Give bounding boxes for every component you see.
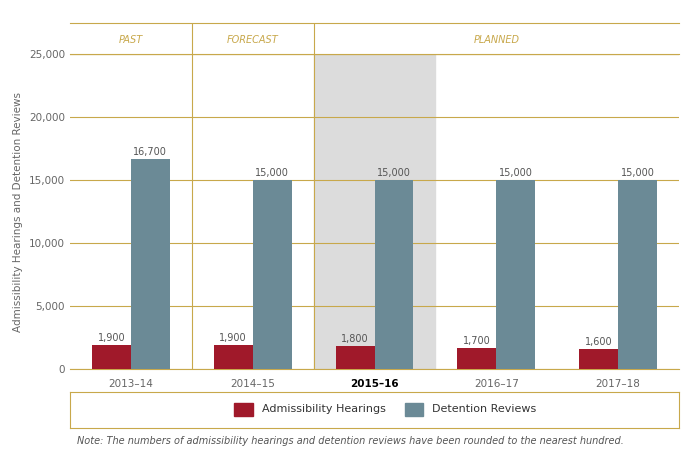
Bar — [335, 346, 375, 369]
Text: 1,800: 1,800 — [341, 334, 369, 344]
Text: Detention Reviews: Detention Reviews — [433, 405, 537, 414]
Text: FORECAST: FORECAST — [227, 35, 279, 45]
Text: 15,000: 15,000 — [377, 168, 411, 178]
Bar — [131, 158, 170, 369]
Bar — [314, 54, 435, 369]
Text: 15,000: 15,000 — [621, 168, 654, 178]
Text: 1,600: 1,600 — [584, 337, 612, 347]
Bar — [496, 180, 536, 369]
Text: 15,000: 15,000 — [499, 168, 533, 178]
Text: 16,700: 16,700 — [134, 147, 167, 157]
Bar — [618, 180, 657, 369]
Text: Note: The numbers of admissibility hearings and detention reviews have been roun: Note: The numbers of admissibility heari… — [76, 436, 624, 446]
Bar — [92, 345, 131, 369]
Bar — [579, 349, 618, 369]
Bar — [214, 345, 253, 369]
Bar — [374, 180, 414, 369]
Text: 1,900: 1,900 — [97, 333, 125, 343]
Bar — [253, 180, 292, 369]
Text: Admissibility Hearings: Admissibility Hearings — [262, 405, 386, 414]
Bar — [457, 347, 496, 369]
Text: PAST: PAST — [119, 35, 143, 45]
Y-axis label: Admissibility Hearings and Detention Reviews: Admissibility Hearings and Detention Rev… — [13, 91, 24, 332]
Text: PLANNED: PLANNED — [473, 35, 519, 45]
FancyBboxPatch shape — [405, 403, 424, 416]
Text: 1,900: 1,900 — [219, 333, 247, 343]
FancyBboxPatch shape — [234, 403, 253, 416]
Text: 1,700: 1,700 — [463, 336, 491, 346]
Text: 15,000: 15,000 — [256, 168, 289, 178]
